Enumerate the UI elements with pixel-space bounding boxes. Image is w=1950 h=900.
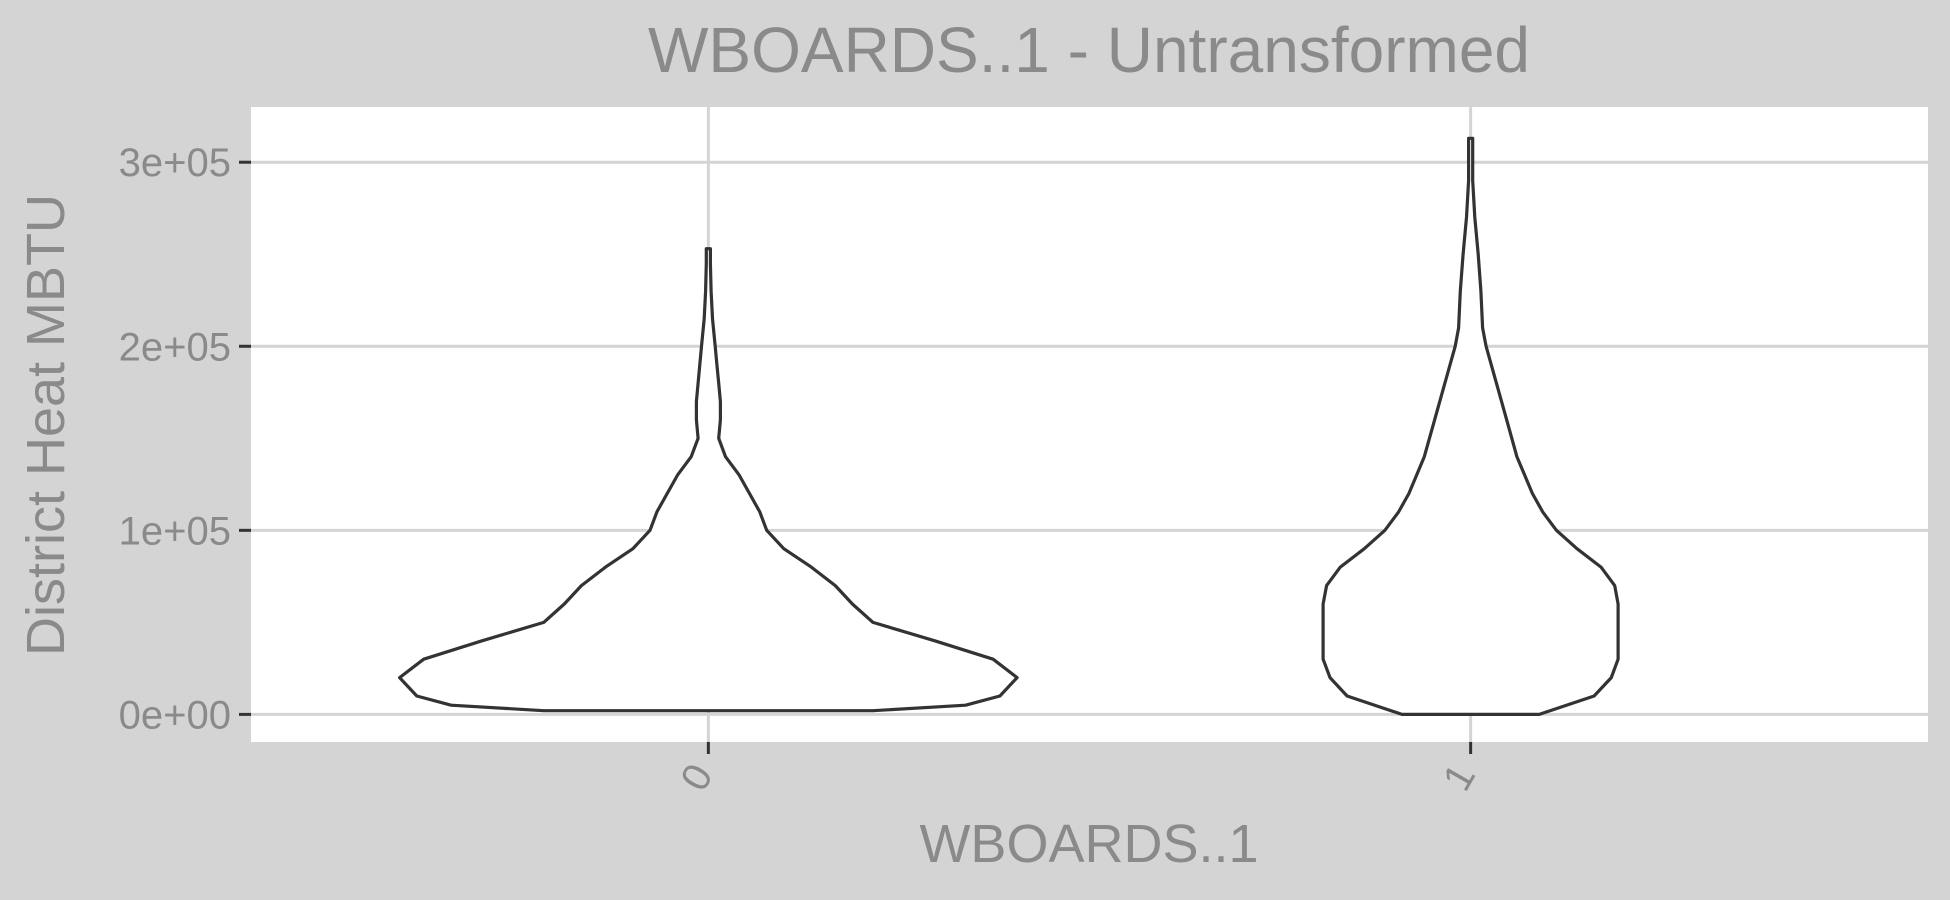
x-axis-title: WBOARDS..1: [919, 814, 1258, 874]
y-axis-title: District Heat MBTU: [16, 194, 76, 656]
y-tick-label: 3e+05: [119, 141, 231, 185]
chart-title: WBOARDS..1 - Untransformed: [648, 14, 1530, 86]
y-tick-label: 2e+05: [119, 325, 231, 369]
y-tick-label: 1e+05: [119, 509, 231, 553]
y-tick-label: 0e+00: [119, 693, 231, 737]
